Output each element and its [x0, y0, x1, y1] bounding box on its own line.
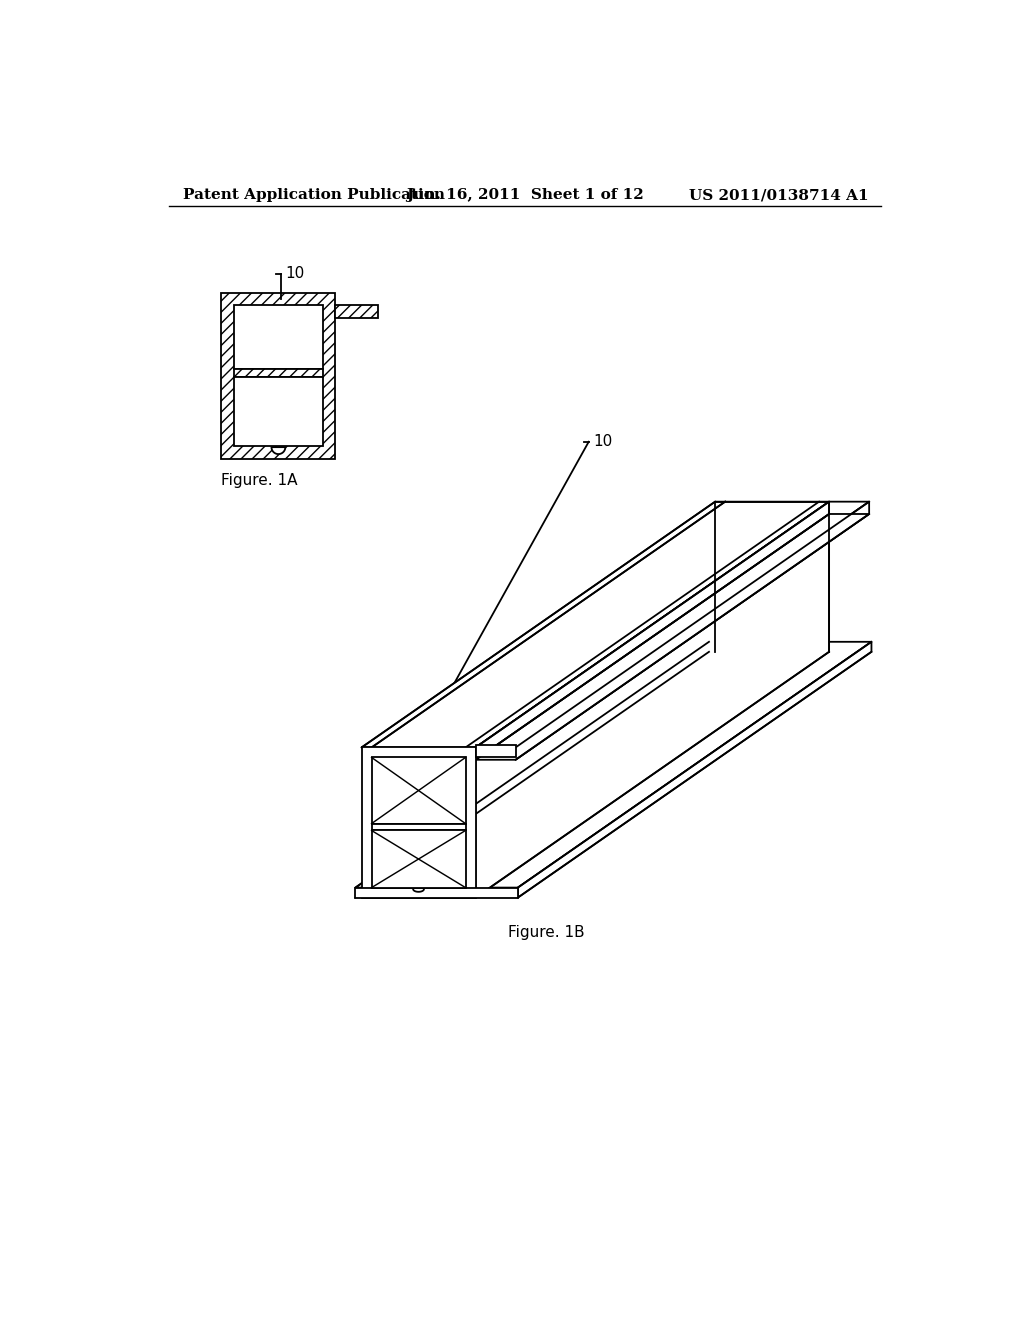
- Polygon shape: [475, 513, 869, 760]
- Text: 10: 10: [286, 267, 304, 281]
- Polygon shape: [515, 502, 869, 760]
- Polygon shape: [475, 744, 515, 758]
- Polygon shape: [355, 642, 871, 887]
- Polygon shape: [372, 830, 466, 887]
- Bar: [233, 305, 323, 370]
- Bar: [233, 370, 323, 378]
- Polygon shape: [355, 887, 518, 898]
- Text: Jun. 16, 2011  Sheet 1 of 12: Jun. 16, 2011 Sheet 1 of 12: [406, 189, 644, 202]
- Bar: [221, 293, 336, 459]
- Text: Patent Application Publication: Patent Application Publication: [183, 189, 444, 202]
- Text: Figure. 1B: Figure. 1B: [508, 925, 585, 940]
- Text: US 2011/0138714 A1: US 2011/0138714 A1: [688, 189, 868, 202]
- Polygon shape: [518, 642, 871, 898]
- Text: Figure. 1A: Figure. 1A: [221, 473, 298, 488]
- Polygon shape: [475, 502, 869, 747]
- Polygon shape: [361, 747, 475, 898]
- Polygon shape: [475, 502, 829, 898]
- Polygon shape: [372, 824, 466, 830]
- Polygon shape: [271, 447, 286, 454]
- Bar: [336, 305, 378, 318]
- Polygon shape: [361, 502, 829, 747]
- Text: 10: 10: [593, 434, 612, 449]
- Bar: [233, 378, 323, 446]
- Polygon shape: [372, 758, 466, 824]
